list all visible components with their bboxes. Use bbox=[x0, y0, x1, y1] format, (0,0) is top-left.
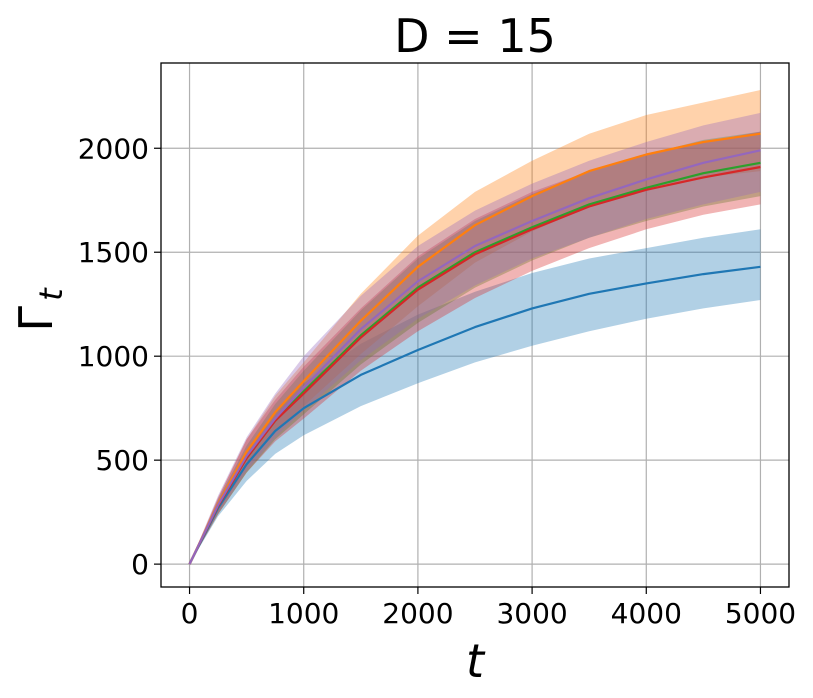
x-axis-label: t bbox=[466, 634, 486, 688]
band-red bbox=[189, 131, 761, 565]
x-tick-label: 1000 bbox=[268, 597, 339, 630]
band-blue bbox=[189, 229, 761, 565]
x-tick-label: 2000 bbox=[382, 597, 453, 630]
y-axis-label-base: Γ bbox=[9, 306, 63, 332]
series-line-orange bbox=[188, 132, 761, 565]
y-tick-label: 1000 bbox=[78, 340, 149, 373]
x-tick-label: 0 bbox=[181, 597, 199, 630]
y-tick-label: 1500 bbox=[78, 236, 149, 269]
band-green bbox=[189, 131, 761, 565]
plot-frame bbox=[160, 62, 790, 588]
x-tick-label: 4000 bbox=[611, 597, 682, 630]
axis-ticks: 0 1000 2000 3000 4000 5000 0 500 1000 1500 2000 bbox=[78, 132, 796, 630]
chart-title: D = 15 bbox=[394, 9, 556, 63]
y-tick-label: 500 bbox=[96, 444, 149, 477]
y-tick-label: 2000 bbox=[78, 132, 149, 165]
y-tick-label: 0 bbox=[131, 548, 149, 581]
y-axis-label-sub: t bbox=[32, 287, 70, 301]
confidence-bands bbox=[189, 90, 761, 565]
x-tick-label: 3000 bbox=[496, 597, 567, 630]
series-line-blue bbox=[188, 265, 761, 565]
band-orange bbox=[189, 90, 761, 565]
series-lines bbox=[188, 132, 761, 565]
x-tick-label: 5000 bbox=[725, 597, 796, 630]
series-line-purple bbox=[188, 149, 761, 565]
y-axis-label: Γ t bbox=[9, 287, 70, 332]
band-purple bbox=[189, 112, 761, 565]
